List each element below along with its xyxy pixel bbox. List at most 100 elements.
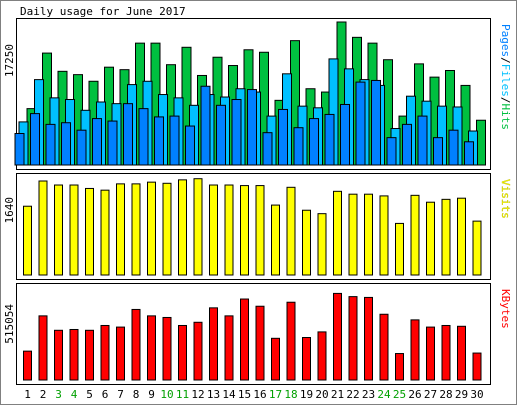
day-label-16: 16 xyxy=(253,388,266,401)
bar-kbytes-day-9 xyxy=(147,315,156,381)
legend-part: Pages xyxy=(499,24,512,57)
bar-pages-day-14 xyxy=(216,104,226,166)
bar-visits-day-30 xyxy=(472,220,482,276)
bar-kbytes-day-6 xyxy=(100,324,110,381)
bar-kbytes-day-11 xyxy=(178,324,187,381)
bar-visits-day-29 xyxy=(457,197,466,276)
panel-legend-label: Visits xyxy=(499,179,512,219)
day-label-12: 12 xyxy=(191,388,204,401)
bar-visits-day-22 xyxy=(348,193,358,276)
bar-pages-day-3 xyxy=(45,123,56,166)
day-label-24: 24 xyxy=(377,388,391,401)
bar-visits-day-3 xyxy=(54,184,63,276)
bar-kbytes-day-23 xyxy=(364,296,373,381)
legend-part: / xyxy=(499,57,512,64)
bar-visits-day-20 xyxy=(317,213,327,276)
day-label-7: 7 xyxy=(117,388,124,401)
panel-legend-label: KBytes xyxy=(499,289,512,329)
bar-visits-day-16 xyxy=(255,185,265,276)
bar-pages-day-20 xyxy=(309,118,319,166)
day-label-27: 27 xyxy=(424,388,437,401)
bar-kbytes-day-1 xyxy=(23,350,32,381)
bar-visits-day-7 xyxy=(116,183,125,276)
bar-visits-day-17 xyxy=(271,204,280,276)
bar-pages-day-15 xyxy=(231,99,242,166)
bar-visits-day-6 xyxy=(100,189,110,276)
day-label-3: 3 xyxy=(55,388,62,401)
bar-pages-day-2 xyxy=(30,113,40,166)
day-label-30: 30 xyxy=(470,388,483,401)
bar-kbytes-day-7 xyxy=(116,326,125,381)
panel-pages-files-hits: 17250 Pages/Files/Hits xyxy=(3,18,512,170)
bar-visits-day-28 xyxy=(441,198,451,276)
bar-kbytes-day-26 xyxy=(410,319,420,381)
day-label-10: 10 xyxy=(160,388,173,401)
panel-max-label: 515054 xyxy=(3,304,16,344)
bar-kbytes-day-3 xyxy=(54,329,63,381)
bar-visits-day-13 xyxy=(209,184,218,276)
day-label-26: 26 xyxy=(408,388,421,401)
day-label-13: 13 xyxy=(207,388,220,401)
bar-pages-day-29 xyxy=(448,129,459,166)
bar-visits-day-14 xyxy=(224,184,234,276)
bar-visits-day-25 xyxy=(395,222,404,276)
bar-pages-day-18 xyxy=(278,108,288,166)
bar-kbytes-day-14 xyxy=(224,315,234,381)
bar-kbytes-day-24 xyxy=(379,313,389,381)
legend-part: Visits xyxy=(499,179,512,219)
bar-visits-day-21 xyxy=(333,190,342,276)
bar-visits-day-12 xyxy=(193,178,203,276)
bar-visits-day-19 xyxy=(302,209,311,276)
panel-max-label: 17250 xyxy=(3,44,16,77)
bar-pages-day-11 xyxy=(169,115,180,166)
bar-kbytes-day-27 xyxy=(426,326,435,381)
bar-pages-day-9 xyxy=(138,108,149,166)
day-label-8: 8 xyxy=(133,388,140,401)
day-label-22: 22 xyxy=(346,388,359,401)
bar-kbytes-day-15 xyxy=(240,298,249,381)
bar-kbytes-day-30 xyxy=(472,352,482,381)
panel-legend-label: Pages/Files/Hits xyxy=(499,24,512,130)
bar-pages-day-13 xyxy=(200,85,211,166)
bar-kbytes-day-17 xyxy=(271,337,280,381)
bar-visits-day-2 xyxy=(38,180,48,276)
bar-visits-day-9 xyxy=(147,181,156,276)
legend-part: / xyxy=(499,97,512,104)
bar-kbytes-day-5 xyxy=(85,329,94,381)
day-label-11: 11 xyxy=(176,388,189,401)
bar-pages-day-27 xyxy=(417,115,428,166)
bar-visits-day-23 xyxy=(364,193,373,276)
bar-kbytes-day-25 xyxy=(395,353,404,381)
bar-pages-day-25 xyxy=(386,137,397,166)
bar-visits-day-26 xyxy=(410,194,420,276)
bar-pages-day-19 xyxy=(293,127,304,166)
bar-kbytes-day-10 xyxy=(162,316,172,381)
day-label-15: 15 xyxy=(238,388,251,401)
series-visits xyxy=(23,178,482,276)
bar-kbytes-day-21 xyxy=(333,292,342,381)
day-label-25: 25 xyxy=(393,388,406,401)
day-label-1: 1 xyxy=(24,388,31,401)
bar-visits-day-24 xyxy=(379,195,389,276)
bar-pages-day-8 xyxy=(123,103,133,166)
day-label-17: 17 xyxy=(269,388,282,401)
bar-visits-day-1 xyxy=(23,205,32,276)
bar-pages-day-1 xyxy=(14,132,25,166)
bar-pages-day-4 xyxy=(61,122,71,166)
day-label-21: 21 xyxy=(331,388,344,401)
series-kbytes xyxy=(23,292,482,381)
bar-kbytes-day-2 xyxy=(38,315,48,381)
day-label-14: 14 xyxy=(222,388,236,401)
bar-pages-day-5 xyxy=(76,129,87,166)
bar-visits-day-18 xyxy=(286,186,296,276)
bar-pages-day-24 xyxy=(371,79,381,166)
chart-title: Daily usage for June 2017 xyxy=(20,5,186,18)
bar-kbytes-day-28 xyxy=(441,324,451,381)
bar-pages-day-7 xyxy=(107,120,118,166)
day-label-28: 28 xyxy=(439,388,452,401)
legend-part: KBytes xyxy=(499,289,512,329)
bar-kbytes-day-20 xyxy=(317,331,327,381)
day-label-5: 5 xyxy=(86,388,93,401)
bar-kbytes-day-19 xyxy=(302,337,311,381)
